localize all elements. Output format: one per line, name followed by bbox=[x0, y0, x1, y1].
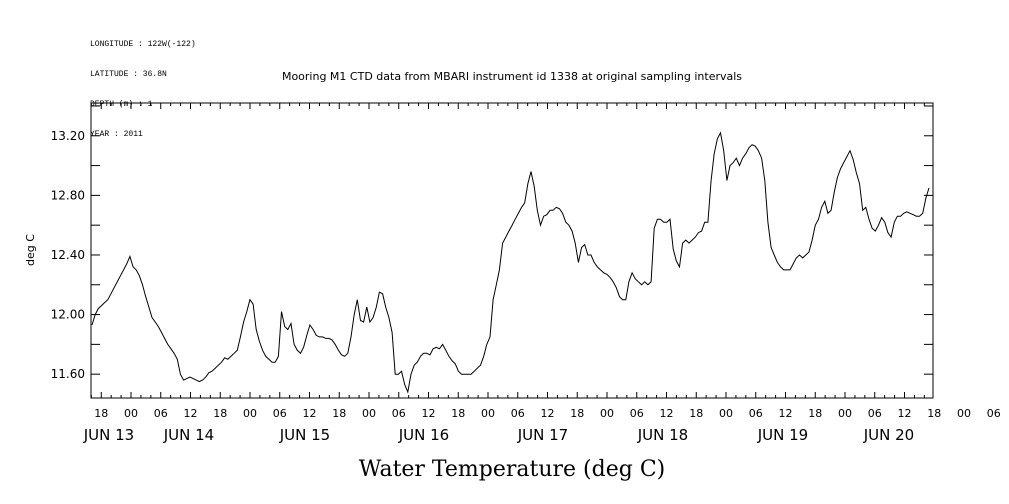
meta-depth: DEPTH (m) : 1 bbox=[90, 100, 153, 109]
x-hour-label: 00 bbox=[243, 407, 257, 420]
x-hour-label: 18 bbox=[213, 407, 227, 420]
y-tick-label: 12.00 bbox=[51, 308, 85, 322]
x-hour-label: 00 bbox=[481, 407, 495, 420]
x-day-label: JUN 17 bbox=[517, 426, 568, 444]
y-tick-label: 11.60 bbox=[51, 367, 85, 381]
series-group bbox=[91, 131, 930, 394]
x-hour-label: 06 bbox=[630, 407, 644, 420]
plot-frame bbox=[90, 102, 934, 399]
x-hour-label: 06 bbox=[392, 407, 406, 420]
x-hour-label: 12 bbox=[660, 407, 674, 420]
meta-longitude: LONGITUDE : 122W(-122) bbox=[90, 40, 196, 49]
y-tick-label: 12.40 bbox=[51, 248, 85, 262]
x-hour-label: 12 bbox=[898, 407, 912, 420]
chart-title: Mooring M1 CTD data from MBARI instrumen… bbox=[282, 70, 742, 83]
meta-latitude: LATITUDE : 36.8N bbox=[90, 70, 167, 79]
x-hour-label: 18 bbox=[570, 407, 584, 420]
y-tick-label: 13.20 bbox=[51, 129, 85, 143]
x-day-label: JUN 20 bbox=[863, 426, 914, 444]
x-hour-label: 06 bbox=[154, 407, 168, 420]
x-hour-label: 00 bbox=[719, 407, 733, 420]
x-hour-label: 06 bbox=[749, 407, 763, 420]
x-hour-label: 06 bbox=[511, 407, 525, 420]
x-hour-label: 18 bbox=[451, 407, 465, 420]
x-hour-label: 06 bbox=[273, 407, 287, 420]
x-hour-label: 12 bbox=[779, 407, 793, 420]
x-hour-label: 00 bbox=[957, 407, 971, 420]
x-hour-label: 12 bbox=[541, 407, 555, 420]
x-hour-label: 12 bbox=[422, 407, 436, 420]
x-hour-label: 18 bbox=[927, 407, 941, 420]
x-hour-label: 12 bbox=[184, 407, 198, 420]
x-hour-label: 18 bbox=[332, 407, 346, 420]
x-hour-label: 00 bbox=[124, 407, 138, 420]
x-day-label: JUN 13 bbox=[83, 426, 134, 444]
x-hour-label: 06 bbox=[987, 407, 1001, 420]
x-hour-label: 00 bbox=[600, 407, 614, 420]
series-line bbox=[91, 131, 930, 394]
x-axis-label: Water Temperature (deg C) bbox=[359, 457, 666, 482]
metadata-block: LONGITUDE : 122W(-122) LATITUDE : 36.8N … bbox=[90, 20, 196, 150]
x-hour-label: 18 bbox=[689, 407, 703, 420]
x-axis: 18 00 06 12 18 00 06 12 18 00 06 12 18 00 06 12 18 00 06 12… bbox=[83, 103, 1001, 444]
x-day-label: JUN 16 bbox=[398, 426, 449, 444]
y-axis-label: deg C bbox=[24, 234, 37, 266]
x-day-label: JUN 18 bbox=[637, 426, 688, 444]
y-tick-label: 12.80 bbox=[51, 188, 85, 202]
y-axis: 11.60 12.00 12.40 12.80 13.20 bbox=[51, 105, 933, 381]
x-hour-label: 18 bbox=[808, 407, 822, 420]
meta-year: YEAR : 2011 bbox=[90, 130, 143, 139]
x-day-label: JUN 19 bbox=[757, 426, 808, 444]
x-hour-label: 00 bbox=[838, 407, 852, 420]
x-hour-label: 06 bbox=[868, 407, 882, 420]
x-hour-label: 18 bbox=[94, 407, 108, 420]
x-hour-label: 12 bbox=[303, 407, 317, 420]
x-day-label: JUN 15 bbox=[279, 426, 330, 444]
x-day-label: JUN 14 bbox=[163, 426, 214, 444]
x-hour-label: 00 bbox=[362, 407, 376, 420]
